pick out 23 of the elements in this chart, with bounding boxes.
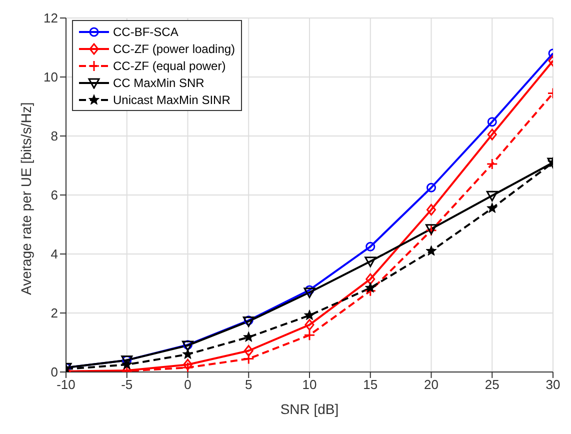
- x-tick-label: 0: [184, 377, 192, 392]
- legend-label: CC-BF-SCA: [113, 24, 178, 38]
- y-tick-label: 10: [44, 70, 58, 85]
- x-tick-label: 30: [546, 377, 560, 392]
- x-axis-title: SNR [dB]: [280, 401, 339, 417]
- legend-label: Unicast MaxMin SINR: [113, 92, 230, 106]
- y-tick-label: 6: [50, 188, 58, 203]
- x-tick-label: -5: [121, 377, 133, 392]
- x-tick-label: 5: [245, 377, 252, 392]
- x-tick-label: -10: [56, 377, 76, 392]
- y-axis-title: Average rate per UE [bits/s/Hz]: [18, 102, 34, 295]
- x-tick-label: 15: [363, 377, 378, 392]
- legend-label: CC MaxMin SNR: [113, 76, 204, 90]
- y-tick-label: 12: [44, 10, 58, 26]
- legend-label: CC-ZF (equal power): [113, 58, 226, 72]
- y-tick-label: 4: [50, 246, 58, 262]
- y-tick-label: 0: [50, 364, 58, 380]
- y-tick-label: 2: [50, 306, 58, 321]
- x-tick-label: 20: [424, 377, 438, 392]
- legend-label: CC-ZF (power loading): [113, 42, 236, 56]
- x-tick-label: 25: [484, 377, 500, 392]
- y-tick-label: 8: [50, 128, 58, 144]
- x-tick-label: 10: [302, 377, 317, 392]
